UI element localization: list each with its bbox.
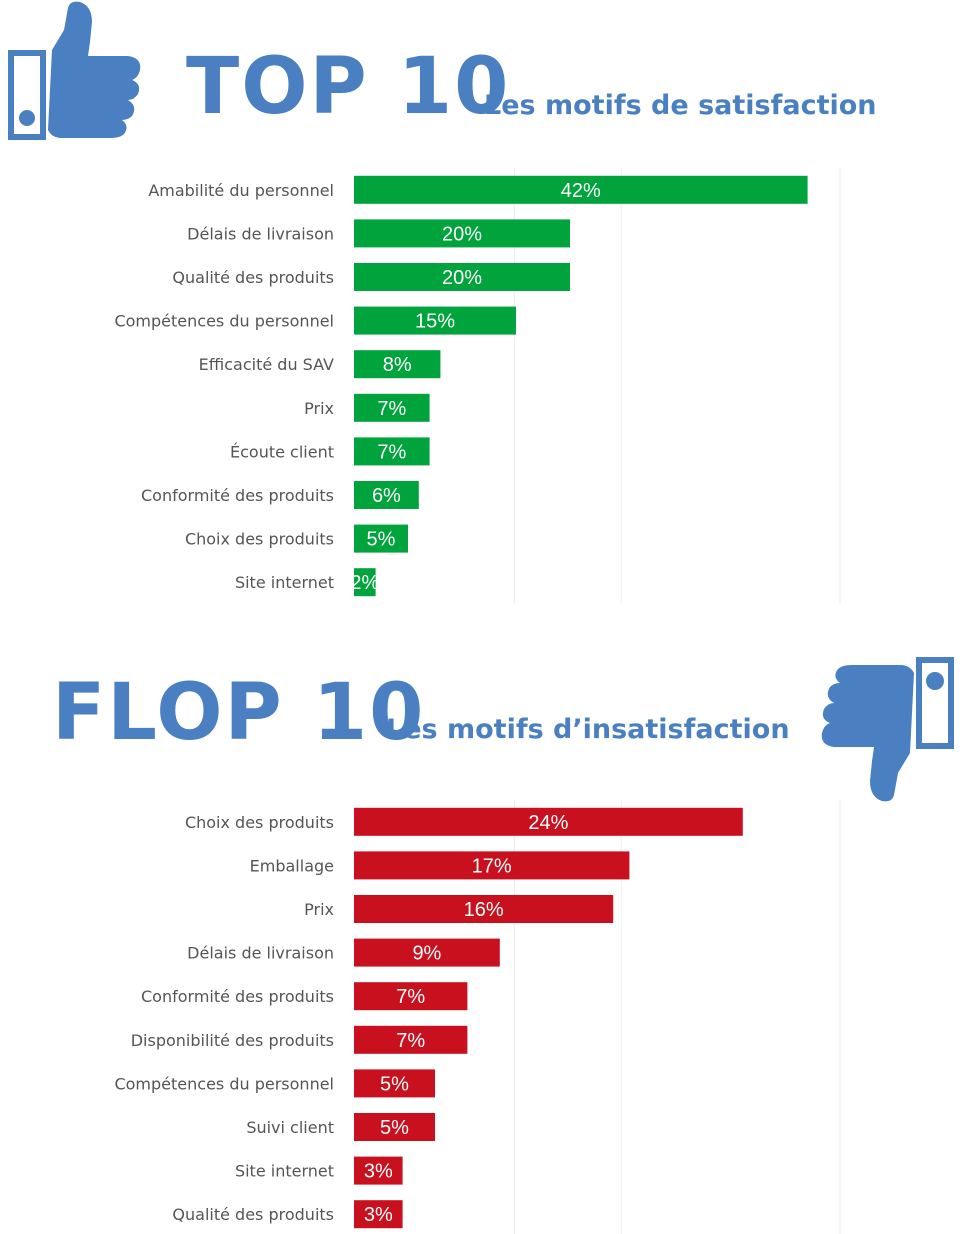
value-label: 7% (396, 1030, 425, 1052)
category-label: Qualité des produits (172, 1205, 334, 1224)
value-label: 7% (377, 398, 406, 420)
bar (354, 481, 419, 509)
category-label: Choix des produits (185, 530, 334, 549)
bar (354, 219, 570, 248)
value-label: 5% (380, 1117, 409, 1139)
top-subtitle: Les motifs de satisfaction (484, 90, 877, 121)
value-label: 7% (377, 441, 406, 463)
value-label: 20% (442, 223, 482, 245)
value-label: 20% (442, 267, 482, 289)
insatisfaction-chart: Choix des produits 24% Emballage 17% Prix 16%… (114, 800, 841, 1234)
category-label: Efficacité du SAV (199, 355, 334, 374)
value-label: 16% (464, 899, 504, 921)
bar (354, 568, 376, 597)
bar (354, 175, 808, 204)
category-label: Délais de livraison (187, 944, 334, 963)
category-label: Choix des produits (185, 813, 334, 832)
value-label: 9% (412, 943, 441, 965)
bar (354, 1156, 403, 1185)
category-label: Compétences du personnel (114, 312, 334, 331)
bar (354, 807, 743, 836)
category-label: Qualité des produits (172, 268, 334, 287)
category-label: Conformité des produits (141, 486, 334, 505)
category-label: Écoute client (230, 442, 334, 461)
category-label: Compétences du personnel (114, 1074, 334, 1093)
category-label: Disponibilité des produits (131, 1031, 334, 1050)
bar (354, 851, 630, 880)
bar (354, 263, 570, 291)
category-label: Conformité des produits (141, 987, 334, 1006)
bar (354, 393, 430, 422)
value-label: 8% (383, 354, 412, 376)
bar (354, 437, 430, 466)
value-label: 7% (396, 986, 425, 1008)
bar (354, 1069, 435, 1098)
value-label: 17% (472, 855, 512, 877)
category-label: Prix (304, 900, 334, 919)
bar (354, 350, 441, 379)
value-label: 24% (528, 812, 568, 834)
thumbs-down-icon (821, 657, 954, 802)
value-label: 15% (415, 311, 455, 333)
bar (354, 524, 408, 553)
value-label: 42% (561, 180, 601, 202)
bar (354, 1113, 435, 1141)
flop-subtitle: Les motifs d’insatisfaction (386, 714, 790, 745)
category-label: Emballage (250, 856, 334, 875)
bar (354, 1025, 468, 1054)
satisfaction-chart: Amabilité du personnel 42% Délais de livra… (114, 168, 841, 604)
category-label: Amabilité du personnel (148, 181, 334, 200)
value-label: 6% (372, 485, 401, 507)
bar (354, 982, 468, 1011)
value-label: 3% (364, 1161, 393, 1183)
category-label: Site internet (235, 1162, 334, 1181)
category-label: Délais de livraison (187, 224, 334, 243)
category-label: Suivi client (246, 1118, 334, 1137)
top-title: TOP 10 (186, 42, 511, 132)
category-label: Site internet (235, 573, 334, 592)
flop-title: FLOP 10 (52, 668, 426, 758)
value-label: 2% (350, 572, 379, 594)
bar (354, 306, 516, 335)
bar (354, 895, 614, 923)
category-label: Prix (304, 399, 334, 418)
value-label: 5% (380, 1073, 409, 1095)
bar (354, 1200, 403, 1229)
thumbs-up-icon (8, 1, 141, 140)
value-label: 3% (364, 1204, 393, 1226)
bar (354, 938, 500, 967)
value-label: 5% (367, 529, 396, 551)
